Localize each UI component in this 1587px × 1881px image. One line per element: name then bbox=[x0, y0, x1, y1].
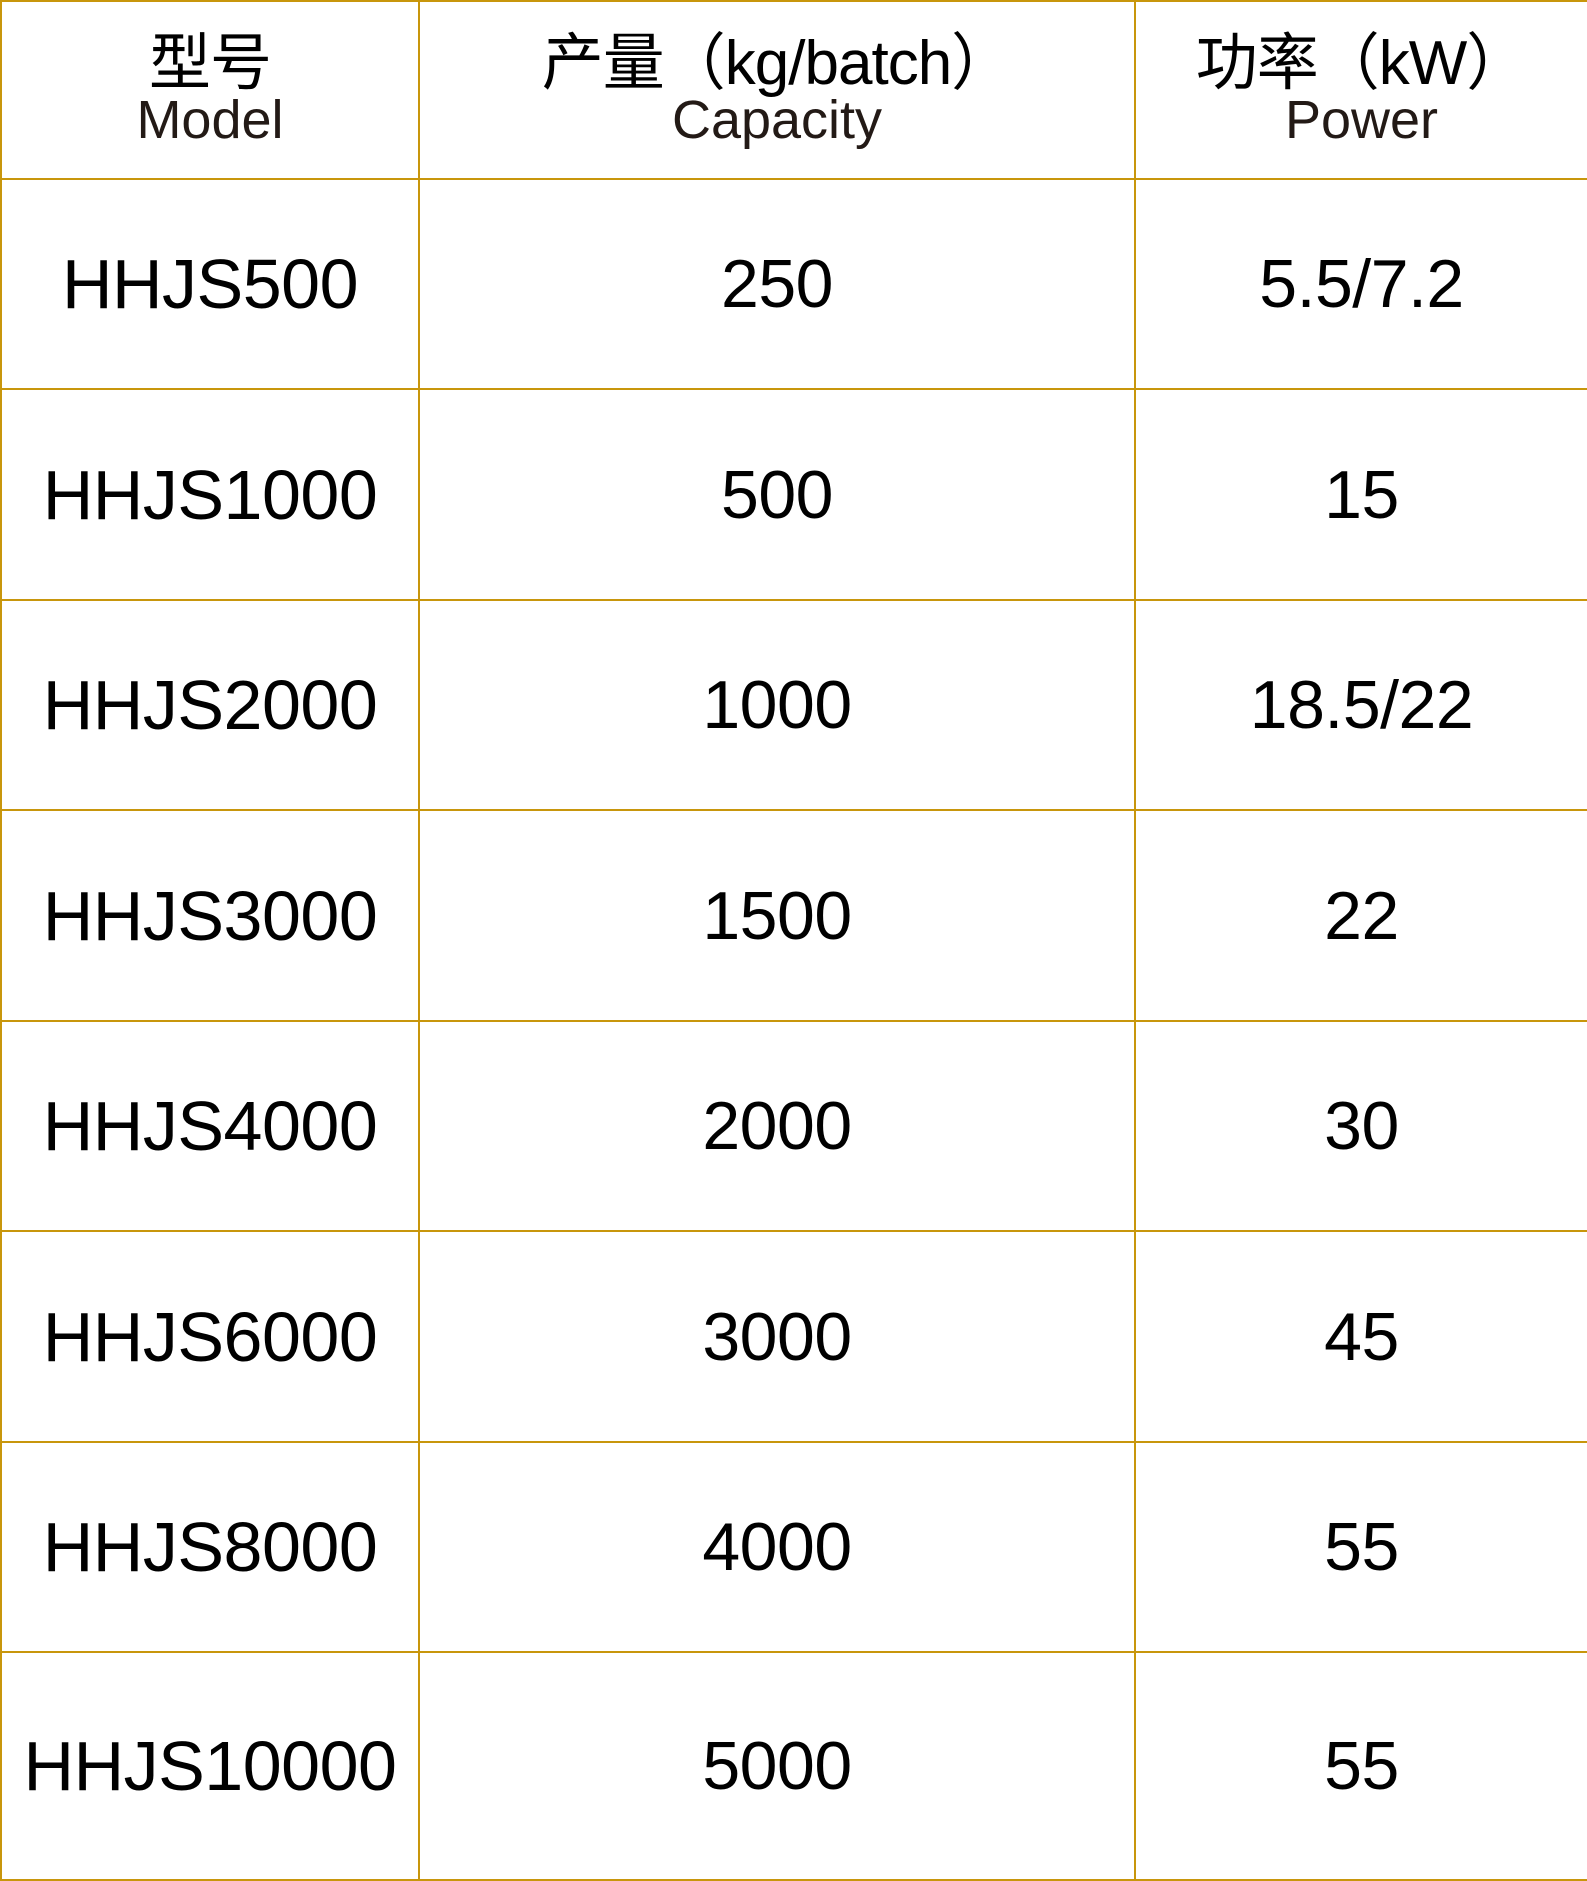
header-row: 型号 Model 产量（kg/batch） Capacity 功率（kW） Po… bbox=[0, 0, 1587, 180]
cell-value: HHJS1000 bbox=[42, 455, 378, 534]
column-header-power: 功率（kW） Power bbox=[1134, 0, 1587, 180]
column-header-power-en: Power bbox=[1284, 90, 1439, 151]
cell-value: 22 bbox=[1324, 877, 1399, 954]
table-row: HHJS1000 500 15 bbox=[0, 388, 1587, 601]
cell-value: 4000 bbox=[702, 1509, 852, 1586]
table-row: HHJS3000 1500 22 bbox=[0, 809, 1587, 1022]
cell-capacity: 500 bbox=[418, 388, 1136, 601]
cell-value: HHJS8000 bbox=[42, 1508, 378, 1587]
cell-power: 45 bbox=[1134, 1230, 1587, 1443]
cell-capacity: 2000 bbox=[418, 1019, 1136, 1233]
cell-value: 45 bbox=[1324, 1298, 1399, 1375]
cell-value: HHJS3000 bbox=[42, 876, 378, 955]
cell-value: HHJS2000 bbox=[42, 666, 378, 745]
column-header-model-en: Model bbox=[136, 90, 284, 151]
column-header-model-zh: 型号 bbox=[148, 28, 272, 98]
cell-value: 1500 bbox=[702, 877, 852, 954]
table-body: HHJS500 250 5.5/7.2 HHJS1000 500 15 HHJS… bbox=[0, 177, 1587, 1881]
cell-capacity: 3000 bbox=[418, 1230, 1136, 1443]
cell-value: HHJS500 bbox=[61, 245, 359, 324]
cell-capacity: 4000 bbox=[418, 1440, 1136, 1654]
table-row: HHJS4000 2000 30 bbox=[0, 1019, 1587, 1233]
table-row: HHJS500 250 5.5/7.2 bbox=[0, 177, 1587, 391]
column-header-capacity-en: Capacity bbox=[671, 90, 883, 151]
table-row: HHJS8000 4000 55 bbox=[0, 1440, 1587, 1654]
cell-value: 500 bbox=[721, 456, 833, 533]
cell-value: 250 bbox=[721, 246, 833, 323]
cell-value: 5.5/7.2 bbox=[1259, 246, 1464, 323]
cell-value: 2000 bbox=[702, 1088, 852, 1165]
cell-capacity: 1500 bbox=[418, 809, 1136, 1022]
cell-value: 3000 bbox=[702, 1298, 852, 1375]
cell-model: HHJS2000 bbox=[0, 598, 420, 812]
column-header-power-zh: 功率（kW） bbox=[1195, 28, 1529, 98]
cell-power: 5.5/7.2 bbox=[1134, 177, 1587, 391]
column-header-capacity-zh: 产量（kg/batch） bbox=[541, 28, 1013, 98]
cell-model: HHJS10000 bbox=[0, 1651, 420, 1881]
column-header-model: 型号 Model bbox=[0, 0, 420, 180]
cell-power: 15 bbox=[1134, 388, 1587, 601]
cell-model: HHJS1000 bbox=[0, 388, 420, 601]
cell-power: 55 bbox=[1134, 1651, 1587, 1881]
cell-power: 55 bbox=[1134, 1440, 1587, 1654]
cell-power: 22 bbox=[1134, 809, 1587, 1022]
cell-value: 55 bbox=[1324, 1728, 1399, 1805]
cell-model: HHJS8000 bbox=[0, 1440, 420, 1654]
cell-capacity: 1000 bbox=[418, 598, 1136, 812]
cell-power: 18.5/22 bbox=[1134, 598, 1587, 812]
cell-model: HHJS6000 bbox=[0, 1230, 420, 1443]
cell-value: 1000 bbox=[702, 667, 852, 744]
table-row: HHJS6000 3000 45 bbox=[0, 1230, 1587, 1443]
cell-value: 15 bbox=[1324, 456, 1399, 533]
cell-capacity: 5000 bbox=[418, 1651, 1136, 1881]
cell-power: 30 bbox=[1134, 1019, 1587, 1233]
cell-capacity: 250 bbox=[418, 177, 1136, 391]
cell-value: HHJS6000 bbox=[42, 1297, 378, 1376]
cell-model: HHJS3000 bbox=[0, 809, 420, 1022]
cell-value: 5000 bbox=[702, 1728, 852, 1805]
column-header-capacity: 产量（kg/batch） Capacity bbox=[418, 0, 1136, 180]
table-row: HHJS10000 5000 55 bbox=[0, 1651, 1587, 1881]
table-header: 型号 Model 产量（kg/batch） Capacity 功率（kW） Po… bbox=[0, 0, 1587, 180]
cell-value: 18.5/22 bbox=[1249, 667, 1474, 744]
cell-model: HHJS4000 bbox=[0, 1019, 420, 1233]
table-row: HHJS2000 1000 18.5/22 bbox=[0, 598, 1587, 812]
cell-value: 30 bbox=[1324, 1088, 1399, 1165]
cell-value: HHJS4000 bbox=[42, 1087, 378, 1166]
cell-value: 55 bbox=[1324, 1509, 1399, 1586]
cell-value: HHJS10000 bbox=[23, 1727, 397, 1806]
cell-model: HHJS500 bbox=[0, 177, 420, 391]
